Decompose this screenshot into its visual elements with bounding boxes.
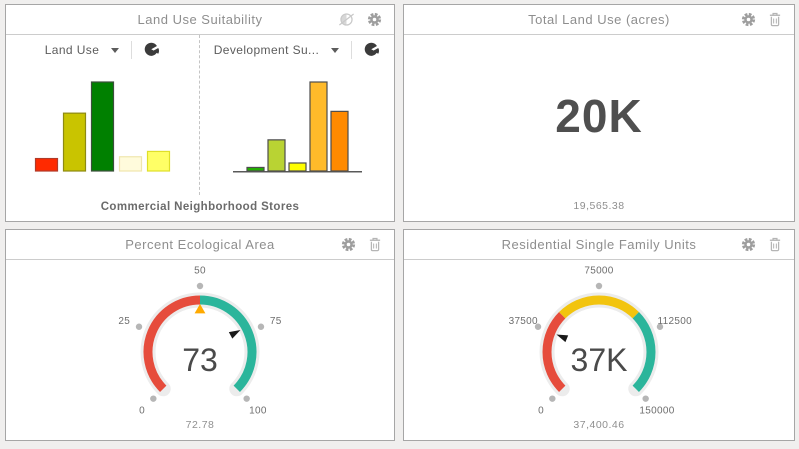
pie-chart-icon[interactable] bbox=[144, 42, 160, 58]
divider bbox=[131, 41, 133, 59]
divider bbox=[351, 41, 353, 59]
panel-title: Percent Ecological Area bbox=[125, 237, 275, 252]
panel-title: Total Land Use (acres) bbox=[528, 12, 670, 27]
svg-text:0: 0 bbox=[538, 405, 544, 416]
svg-text:37K: 37K bbox=[571, 342, 628, 378]
trash-icon[interactable] bbox=[367, 236, 383, 253]
land-use-dropdown[interactable]: Land Use bbox=[44, 43, 100, 57]
land-use-suitability-panel: Land Use Suitability bbox=[5, 4, 395, 222]
svg-text:25: 25 bbox=[118, 316, 130, 327]
chevron-down-icon bbox=[111, 47, 120, 53]
percent-ecological-area-panel: Percent Ecological Area bbox=[5, 229, 395, 441]
chevron-down-icon bbox=[331, 47, 340, 53]
settings-gear-icon[interactable] bbox=[366, 11, 383, 28]
selected-category-label: Commercial Neighborhood Stores bbox=[100, 201, 300, 213]
svg-text:37500: 37500 bbox=[509, 316, 538, 327]
settings-gear-icon[interactable] bbox=[740, 11, 757, 28]
svg-text:75: 75 bbox=[270, 316, 282, 327]
gauge-chart: 0 37500 75000 112500 150000 37K bbox=[509, 266, 693, 416]
land-use-subchart: Land Use bbox=[6, 35, 200, 195]
gauge-reference-value: 37,400.46 bbox=[573, 419, 625, 431]
development-suitability-dropdown[interactable]: Development Su... bbox=[213, 43, 320, 57]
panel-header: Total Land Use (acres) bbox=[404, 5, 794, 35]
panel-header: Land Use Suitability bbox=[6, 5, 394, 35]
svg-text:0: 0 bbox=[139, 405, 145, 416]
svg-text:100: 100 bbox=[249, 405, 267, 416]
trash-icon[interactable] bbox=[767, 11, 783, 28]
pie-chart-icon[interactable] bbox=[364, 42, 380, 58]
svg-text:73: 73 bbox=[182, 342, 218, 378]
development-suitability-subchart: Development Su... bbox=[200, 35, 394, 195]
trash-icon[interactable] bbox=[767, 236, 783, 253]
settings-gear-icon[interactable] bbox=[340, 236, 357, 253]
svg-text:150000: 150000 bbox=[639, 405, 674, 416]
gauge-chart: 0 25 50 75 100 73 bbox=[118, 266, 282, 416]
land-use-bar-chart bbox=[34, 81, 171, 172]
hide-chart-icon[interactable] bbox=[337, 12, 356, 27]
panel-title: Residential Single Family Units bbox=[501, 237, 697, 252]
residential-single-family-units-panel: Residential Single Family Units bbox=[403, 229, 795, 441]
settings-gear-icon[interactable] bbox=[740, 236, 757, 253]
panel-header: Percent Ecological Area bbox=[6, 230, 394, 260]
svg-text:112500: 112500 bbox=[658, 316, 693, 327]
total-land-use-panel: Total Land Use (acres) bbox=[403, 4, 795, 222]
indicator-value: 20K bbox=[555, 90, 643, 142]
svg-text:75000: 75000 bbox=[584, 266, 613, 277]
gauge-reference-value: 72.78 bbox=[185, 419, 215, 431]
svg-text:50: 50 bbox=[194, 266, 206, 277]
panel-title: Land Use Suitability bbox=[137, 12, 263, 27]
indicator-reference-value: 19,565.38 bbox=[573, 200, 625, 212]
development-suitability-bar-chart bbox=[232, 81, 362, 173]
panel-header: Residential Single Family Units bbox=[404, 230, 794, 260]
suitability-charts: Land Use Development Su... bbox=[6, 35, 394, 195]
